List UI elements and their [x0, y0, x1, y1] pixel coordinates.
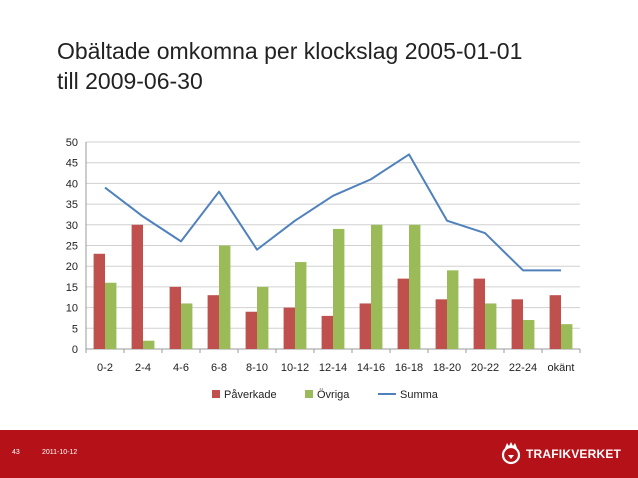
bar-paverkade-8-10 — [245, 311, 257, 349]
bar-ovriga-okänt — [561, 324, 573, 349]
trafikverket-crown-icon — [501, 442, 521, 465]
slide-title-line-1: Obältade omkomna per klockslag 2005-01-0… — [57, 38, 523, 64]
bar-line-chart: 0 5 10 15 20 25 30 35 40 45 50 0-2 2-4 4-6 6-8 8-10 10-1… — [66, 137, 581, 401]
legend-swatch-paverkade — [212, 390, 220, 398]
bar-paverkade-4-6 — [169, 286, 181, 349]
slide-number: 43 — [12, 449, 20, 456]
bar-paverkade-16-18 — [397, 278, 409, 349]
x-tick-label-2-4: 2-4 — [135, 362, 151, 374]
x-tick-label-22-24: 22-24 — [509, 362, 537, 374]
x-tick-label-okänt: okänt — [548, 362, 575, 374]
bar-ovriga-10-12 — [295, 262, 307, 349]
x-tick-label-4-6: 4-6 — [173, 362, 189, 374]
bar-paverkade-10-12 — [283, 307, 295, 349]
bar-paverkade-12-14 — [321, 315, 333, 349]
bar-ovriga-12-14 — [333, 228, 345, 349]
slide-title-line-2: till 2009-06-30 — [57, 68, 203, 94]
bar-paverkade-18-20 — [435, 299, 447, 349]
bar-paverkade-22-24 — [511, 299, 523, 349]
x-tick-label-20-22: 20-22 — [471, 362, 499, 374]
y-tick-label-5: 5 — [72, 323, 78, 335]
x-tick-label-16-18: 16-18 — [395, 362, 423, 374]
line-summa — [104, 153, 561, 272]
bar-ovriga-20-22 — [485, 303, 497, 349]
x-tick-label-0-2: 0-2 — [97, 362, 113, 374]
bar-paverkade-okänt — [549, 295, 561, 349]
legend-swatch-ovriga — [305, 390, 313, 398]
bar-ovriga-2-4 — [143, 340, 155, 349]
slide-title: Obältade omkomna per klockslag 2005-01-0… — [57, 36, 617, 96]
bar-paverkade-20-22 — [473, 278, 485, 349]
brand-logo: TRAFIKVERKET — [500, 439, 621, 469]
legend-label-paverkade: Påverkade — [224, 389, 277, 401]
footer-bar: 43 2011-10-12 TRAFIKVERKET — [0, 430, 638, 478]
bar-ovriga-6-8 — [219, 245, 231, 349]
legend-label-summa: Summa — [400, 389, 439, 401]
bar-ovriga-4-6 — [181, 303, 193, 349]
y-tick-label-50: 50 — [66, 137, 78, 149]
y-tick-label-35: 35 — [66, 199, 78, 211]
y-tick-label-15: 15 — [66, 282, 78, 294]
y-tick-label-40: 40 — [66, 178, 78, 190]
x-tick-label-6-8: 6-8 — [211, 362, 227, 374]
bar-ovriga-0-2 — [105, 282, 117, 349]
bar-paverkade-0-2 — [93, 253, 105, 349]
x-tick-label-18-20: 18-20 — [433, 362, 461, 374]
x-tick-label-8-10: 8-10 — [246, 362, 268, 374]
y-tick-label-30: 30 — [66, 220, 78, 232]
bar-ovriga-14-16 — [371, 224, 383, 349]
x-tick-label-14-16: 14-16 — [357, 362, 385, 374]
y-tick-label-10: 10 — [66, 303, 78, 315]
bar-ovriga-18-20 — [447, 270, 459, 349]
bar-ovriga-8-10 — [257, 286, 269, 349]
y-tick-label-25: 25 — [66, 241, 78, 253]
bar-ovriga-16-18 — [409, 224, 421, 349]
bar-paverkade-14-16 — [359, 303, 371, 349]
y-tick-label-20: 20 — [66, 261, 78, 273]
x-tick-label-10-12: 10-12 — [281, 362, 309, 374]
bar-paverkade-6-8 — [207, 295, 219, 349]
slide-date: 2011-10-12 — [42, 449, 78, 456]
y-tick-label-0: 0 — [72, 344, 78, 356]
bar-ovriga-22-24 — [523, 320, 535, 349]
x-tick-label-12-14: 12-14 — [319, 362, 347, 374]
brand-name: TRAFIKVERKET — [526, 447, 622, 461]
legend-label-ovriga: Övriga — [317, 389, 350, 401]
bar-paverkade-2-4 — [131, 224, 143, 349]
y-tick-label-45: 45 — [66, 158, 78, 170]
